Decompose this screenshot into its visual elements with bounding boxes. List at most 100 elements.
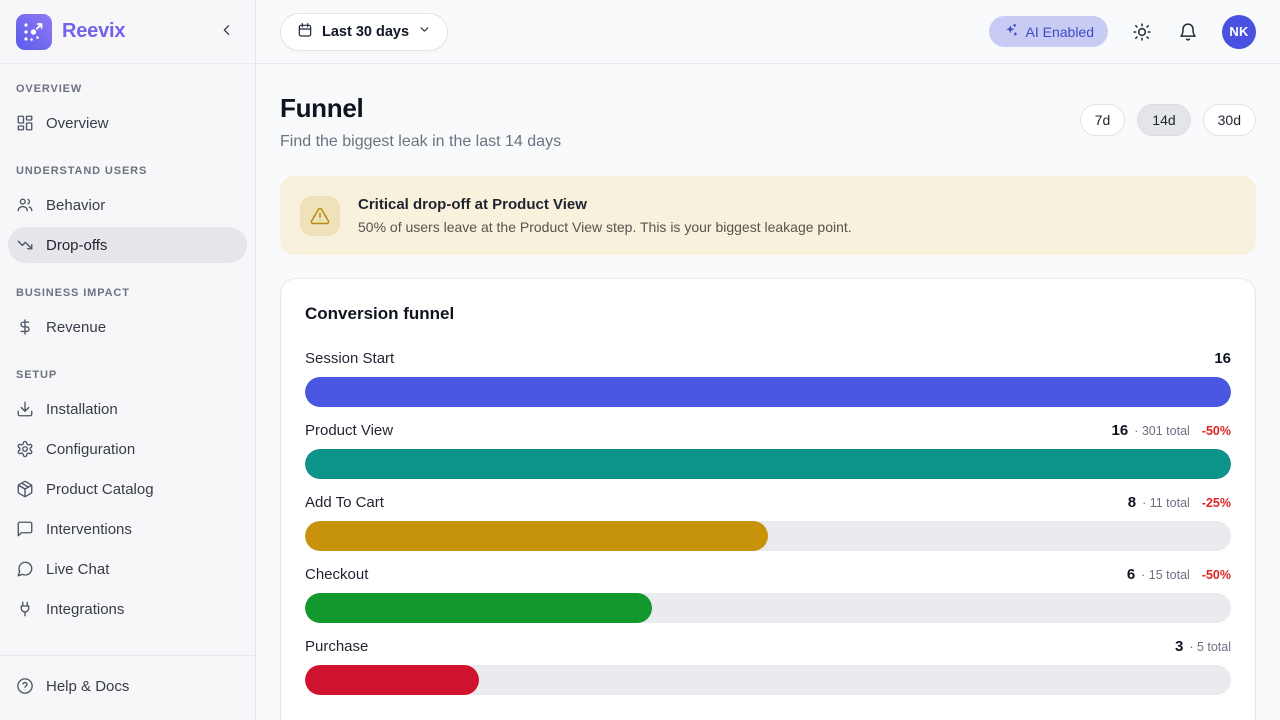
sidebar-section-title: UNDERSTAND USERS [16, 165, 148, 177]
ai-enabled-badge: AI Enabled [988, 16, 1108, 47]
sidebar-item-installation[interactable]: Installation [8, 391, 247, 427]
sidebar-item-live-chat[interactable]: Live Chat [8, 551, 247, 587]
sparkles-icon [1003, 22, 1019, 41]
notifications-button[interactable] [1176, 20, 1200, 44]
funnel-step-total: · 11 total [1142, 496, 1190, 510]
funnel-step-label: Purchase [305, 638, 369, 655]
chevron-down-icon [418, 23, 431, 40]
sidebar-item-drop-offs[interactable]: Drop-offs [8, 227, 247, 263]
sidebar-section-title: OVERVIEW [16, 83, 83, 95]
date-range-label: Last 30 days [322, 23, 410, 40]
funnel-bar-fill [305, 665, 479, 695]
critical-dropoff-alert: Critical drop-off at Product View 50% of… [280, 176, 1256, 255]
funnel-step-total: · 301 total [1134, 424, 1190, 438]
sidebar-item-revenue[interactable]: Revenue [8, 309, 247, 345]
users-icon [16, 196, 34, 214]
sidebar-item-label: Product Catalog [46, 480, 154, 498]
funnel-step-label: Add To Cart [305, 494, 384, 511]
sidebar-section: BUSINESS IMPACT Revenue [8, 287, 247, 345]
sidebar-item-label: Overview [46, 114, 109, 132]
ai-enabled-label: AI Enabled [1025, 23, 1095, 40]
sidebar-item-configuration[interactable]: Configuration [8, 431, 247, 467]
funnel-step-purchase: Purchase 3 · 5 total [305, 638, 1231, 695]
funnel-step-value: 8 [1127, 494, 1137, 511]
funnel-step-total: · 15 total [1141, 568, 1190, 582]
range-button-14d[interactable]: 14d [1137, 104, 1191, 136]
sidebar-footer: Help & Docs [0, 655, 255, 720]
sidebar-item-label: Interventions [46, 520, 132, 538]
funnel-bar-track [305, 593, 1231, 623]
chevron-left-icon [219, 25, 235, 41]
sidebar-item-behavior[interactable]: Behavior [8, 187, 247, 223]
range-button-group: 7d 14d 30d [1079, 104, 1256, 136]
sidebar-item-label: Integrations [46, 600, 125, 618]
main-column: Last 30 days AI Enabled [256, 0, 1280, 720]
funnel-steps: Session Start 16 Product View 16 · 301 t… [305, 350, 1231, 695]
sidebar-item-label: Installation [46, 400, 118, 418]
page-title: Funnel [280, 93, 364, 123]
funnel-bar-track [305, 665, 1231, 695]
sidebar-section: UNDERSTAND USERS Behavior Drop-offs [8, 165, 247, 263]
sidebar-section: OVERVIEW Overview [8, 83, 247, 141]
sidebar-item-overview[interactable]: Overview [8, 105, 247, 141]
funnel-step-add-to-cart: Add To Cart 8 · 11 total -25% [305, 494, 1231, 551]
sidebar-item-label: Behavior [46, 196, 106, 214]
sidebar: Reevix OVERVIEW Overview UNDERSTAND USER… [0, 0, 256, 720]
sidebar-section-title: SETUP [16, 369, 58, 381]
calendar-icon [297, 22, 313, 42]
page-header: Funnel Find the biggest leak in the last… [280, 92, 1256, 152]
funnel-step-product-view: Product View 16 · 301 total -50% [305, 422, 1231, 479]
topbar: Last 30 days AI Enabled [256, 0, 1280, 64]
grid-icon [16, 114, 34, 132]
funnel-step-dropoff: -50% [1201, 424, 1231, 438]
funnel-bar-fill [305, 449, 1231, 479]
sidebar-item-label: Configuration [46, 440, 136, 458]
theme-toggle-button[interactable] [1130, 20, 1154, 44]
sidebar-item-help-docs[interactable]: Help & Docs [16, 668, 239, 704]
funnel-step-dropoff: -25% [1201, 496, 1231, 510]
funnel-step-label: Checkout [305, 566, 369, 583]
sidebar-item-interventions[interactable]: Interventions [8, 511, 247, 547]
user-avatar[interactable]: NK [1222, 14, 1256, 49]
dollar-icon [16, 318, 34, 336]
page-subtitle: Find the biggest leak in the last 14 day… [280, 133, 562, 150]
sidebar-header: Reevix [0, 0, 255, 64]
funnel-bar-track [305, 521, 1231, 551]
brand[interactable]: Reevix [16, 13, 125, 50]
sidebar-item-product-catalog[interactable]: Product Catalog [8, 471, 247, 507]
page-content: Funnel Find the biggest leak in the last… [256, 64, 1280, 720]
bell-icon [1178, 22, 1198, 42]
funnel-bar-fill [305, 593, 653, 623]
sidebar-section-title: BUSINESS IMPACT [16, 287, 130, 299]
sun-icon [1132, 22, 1152, 42]
brand-logo-icon [16, 13, 52, 50]
help-circle-icon [16, 677, 34, 695]
sidebar-collapse-button[interactable] [215, 18, 239, 45]
package-icon [16, 480, 34, 498]
plug-icon [16, 600, 34, 618]
sidebar-item-integrations[interactable]: Integrations [8, 591, 247, 627]
alert-message: 50% of users leave at the Product View s… [358, 219, 852, 235]
funnel-bar-fill [305, 521, 768, 551]
sidebar-nav: OVERVIEW Overview UNDERSTAND USERS Behav… [0, 64, 255, 655]
sidebar-item-label: Drop-offs [46, 236, 108, 254]
funnel-step-total: · 5 total [1189, 640, 1231, 654]
range-button-30d[interactable]: 30d [1202, 104, 1256, 136]
funnel-bar-fill [305, 377, 1231, 407]
range-button-7d[interactable]: 7d [1079, 104, 1126, 136]
funnel-step-value: 3 [1174, 638, 1184, 655]
date-range-button[interactable]: Last 30 days [280, 12, 449, 51]
sidebar-section: SETUP Installation Configuration Product… [8, 369, 247, 627]
sidebar-item-label: Help & Docs [46, 677, 130, 695]
sidebar-item-label: Live Chat [46, 560, 110, 578]
download-icon [16, 400, 34, 418]
funnel-step-session-start: Session Start 16 [305, 350, 1231, 407]
gear-icon [16, 440, 34, 458]
trend-down-icon [16, 236, 34, 254]
funnel-step-value: 16 [1214, 350, 1231, 367]
funnel-step-value: 6 [1126, 566, 1136, 583]
alert-title: Critical drop-off at Product View [358, 196, 587, 213]
message-square-icon [16, 520, 34, 538]
funnel-step-dropoff: -50% [1201, 568, 1231, 582]
funnel-step-label: Session Start [305, 350, 395, 367]
